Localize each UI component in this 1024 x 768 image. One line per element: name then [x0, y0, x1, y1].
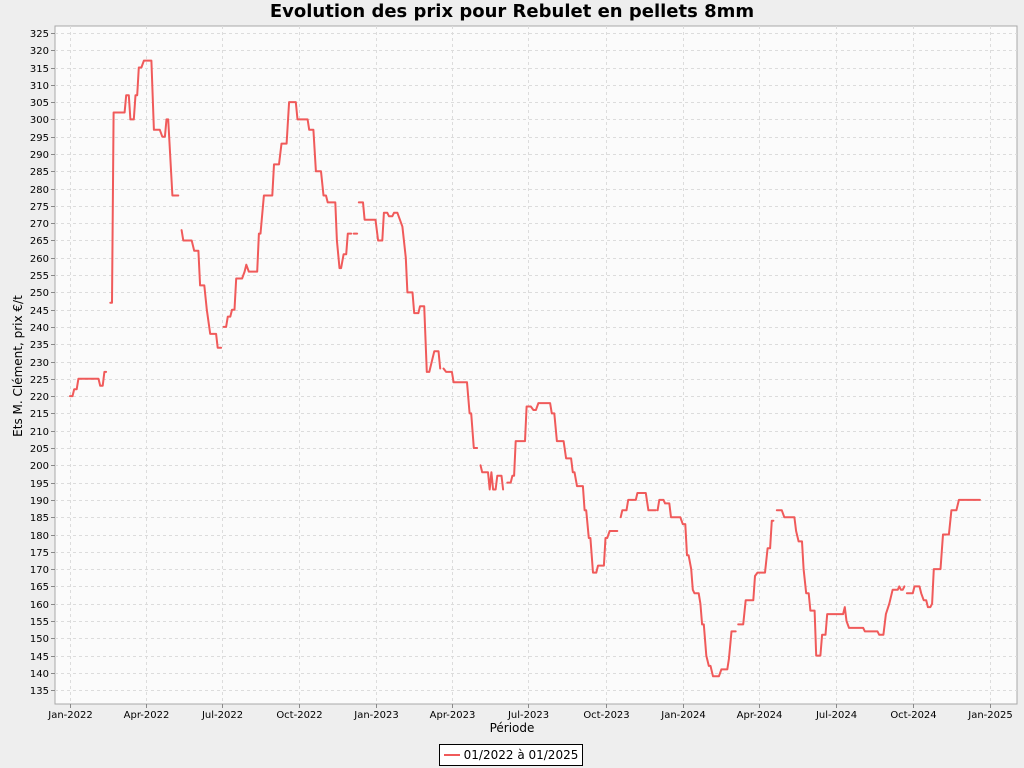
series-line-segment	[656, 498, 737, 678]
series-line-segment	[69, 370, 108, 398]
y-tick-label: 295	[30, 133, 49, 144]
y-tick-label: 190	[30, 496, 49, 507]
x-tick-label: Apr-2022	[124, 710, 170, 721]
chart-title: Evolution des prix pour Rebulet en pelle…	[269, 1, 755, 22]
y-tick-label: 245	[30, 306, 49, 317]
y-tick-label: 195	[30, 479, 49, 490]
series-line-segment	[479, 464, 505, 491]
series-line-segment	[357, 201, 442, 373]
x-tick-label: Oct-2022	[276, 710, 322, 721]
legend-label: 01/2022 à 01/2025	[463, 748, 579, 762]
series-line-segment	[905, 498, 981, 609]
x-tick-label: Jul-2024	[815, 710, 857, 721]
y-tick-label: 220	[30, 392, 49, 403]
y-tick-label: 230	[30, 358, 49, 369]
y-tick-label: 310	[30, 81, 49, 92]
y-tick-label: 135	[30, 686, 49, 697]
y-tick-label: 240	[30, 323, 49, 334]
x-tick-label: Apr-2023	[430, 710, 476, 721]
series-line-segment	[775, 509, 906, 657]
line-chart: 135 140 145 150 155 160 165 170 175 180 185 190 195 2…	[30, 25, 1018, 721]
x-tick-label: Oct-2023	[583, 710, 629, 721]
y-tick-label: 205	[30, 444, 49, 455]
y-tick-label: 320	[30, 46, 49, 57]
y-tick-label: 155	[30, 617, 49, 628]
y-tick-label: 165	[30, 582, 49, 593]
y-tick-label: 175	[30, 548, 49, 559]
x-tick-label: Jan-2022	[47, 710, 92, 721]
series-line-segment	[619, 492, 657, 519]
y-tick-label: 145	[30, 652, 49, 663]
y-tick-label: 270	[30, 219, 49, 230]
series-line-segment	[222, 101, 353, 328]
series-line-segment	[506, 402, 619, 574]
x-tick-label: Jan-2024	[660, 710, 705, 721]
y-tick-label: 185	[30, 513, 49, 524]
y-tick-label: 260	[30, 254, 49, 265]
y-tick-label: 225	[30, 375, 49, 386]
x-tick-label: Jan-2023	[353, 710, 398, 721]
y-tick-label: 140	[30, 669, 49, 680]
y-tick-label: 325	[30, 29, 49, 40]
x-tick-label: Jan-2025	[967, 710, 1012, 721]
y-tick-label: 235	[30, 340, 49, 351]
y-tick-label: 160	[30, 600, 49, 611]
y-tick-label: 210	[30, 427, 49, 438]
y-tick-label: 200	[30, 461, 49, 472]
y-tick-label: 305	[30, 98, 49, 109]
y-tick-label: 180	[30, 531, 49, 542]
legend-swatch	[443, 754, 460, 756]
y-tick-label: 255	[30, 271, 49, 282]
x-axis-label: Période	[489, 721, 535, 735]
y-tick-label: 170	[30, 565, 49, 576]
y-tick-label: 285	[30, 167, 49, 178]
series-line-segment	[737, 519, 775, 626]
y-tick-label: 275	[30, 202, 49, 213]
x-tick-label: Apr-2024	[737, 710, 783, 721]
x-tick-label: Jul-2023	[507, 710, 549, 721]
legend: 01/2022 à 01/2025	[439, 744, 583, 766]
x-tick-label: Oct-2024	[890, 710, 936, 721]
y-tick-label: 280	[30, 185, 49, 196]
y-tick-label: 300	[30, 115, 49, 126]
x-tick-label: Jul-2022	[201, 710, 243, 721]
y-tick-label: 215	[30, 409, 49, 420]
y-tick-label: 315	[30, 64, 49, 75]
series-line-segment	[109, 59, 180, 304]
plot-area	[54, 25, 1018, 705]
series-line-segment	[442, 367, 479, 449]
y-tick-label: 250	[30, 288, 49, 299]
series-line-segment	[180, 229, 223, 349]
y-tick-label: 150	[30, 634, 49, 645]
y-tick-label: 290	[30, 150, 49, 161]
y-tick-label: 265	[30, 236, 49, 247]
